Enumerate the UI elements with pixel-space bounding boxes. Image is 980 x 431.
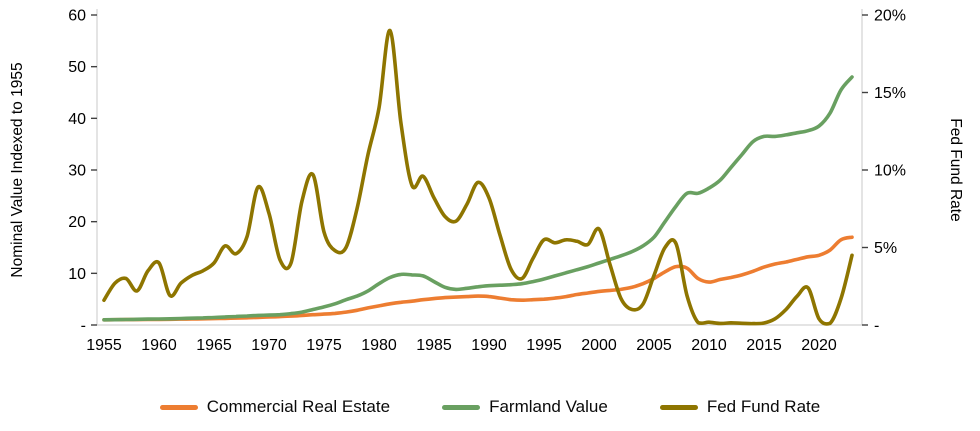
x-tick-label: 2020 [801,337,837,354]
chart-canvas: - 10 20 30 40 50 60 - 5% 10% 15% 20% 1955 1960 1965 197… [9,8,964,355]
left-tick-label: 10 [68,266,86,283]
x-tick-label: 2010 [691,337,727,354]
x-tick-label: 1985 [416,337,452,354]
legend-swatch-farmland-value-icon [442,404,481,410]
right-tick-label: - [874,318,879,335]
series-line-commercial-real-estate [102,235,854,322]
x-tick-label: 2005 [636,337,672,354]
x-tick-label: 1965 [196,337,232,354]
legend-swatch-commercial-real-estate-icon [159,404,198,410]
right-axis-title: Fed Fund Rate [947,118,964,221]
x-tick-label: 1995 [526,337,562,354]
series-line-farmland-value [102,75,854,322]
legend-item-farmland-value: Farmland Value [442,397,608,417]
legend-item-fed-fund-rate: Fed Fund Rate [659,397,821,417]
right-tick-label: 20% [874,8,906,25]
legend-label-commercial-real-estate: Commercial Real Estate [206,397,391,416]
x-tick-label: 2015 [746,337,782,354]
legend-label-farmland-value: Farmland Value [489,397,608,416]
right-tick-label: 10% [874,163,906,180]
left-tick-label: 20 [68,214,86,231]
x-tick-label: 1990 [471,337,507,354]
left-tick-label: 30 [68,163,86,180]
right-tick-label: 15% [874,85,906,102]
x-tick-label: 1970 [251,337,287,354]
legend-label-fed-fund-rate: Fed Fund Rate [706,397,821,416]
series-line-fed-fund-rate [102,28,854,326]
x-tick-label: 1980 [361,337,397,354]
x-tick-label: 1955 [86,337,122,354]
x-tick-label: 2000 [581,337,617,354]
chart-legend: Commercial Real Estate Farmland Value Fe… [0,397,980,417]
legend-swatch-fed-fund-rate-icon [659,404,698,410]
left-tick-label: - [81,318,86,335]
left-tick-label: 60 [68,8,86,25]
left-tick-label: 40 [68,111,86,128]
legend-item-commercial-real-estate: Commercial Real Estate [159,397,391,417]
x-tick-label: 1960 [141,337,177,354]
right-tick-label: 5% [874,240,897,257]
x-tick-label: 1975 [306,337,342,354]
left-tick-label: 50 [68,59,86,76]
left-axis-title: Nominal Value Indexed to 1955 [9,62,26,277]
